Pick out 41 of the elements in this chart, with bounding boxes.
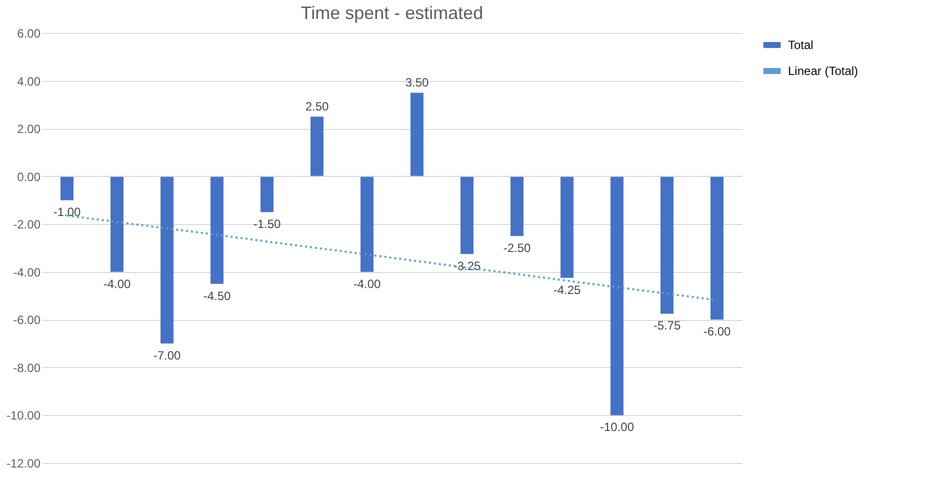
data-label: -4.00 bbox=[103, 276, 131, 291]
data-label: -4.00 bbox=[353, 276, 381, 291]
y-tick-label: 4.00 bbox=[17, 74, 41, 88]
y-tick-label: 0.00 bbox=[17, 170, 41, 184]
bar bbox=[360, 176, 374, 272]
bar bbox=[310, 116, 324, 176]
data-label: -1.00 bbox=[53, 205, 81, 220]
bar bbox=[510, 176, 524, 236]
data-label: -10.00 bbox=[600, 420, 634, 434]
bar bbox=[410, 92, 424, 176]
data-label: -5.75 bbox=[653, 318, 681, 333]
bar bbox=[460, 176, 474, 254]
bar bbox=[610, 176, 624, 416]
chart-title: Time spent - estimated bbox=[300, 3, 484, 23]
y-tick-label: -10.00 bbox=[6, 408, 41, 423]
y-tick-label: -6.00 bbox=[13, 313, 41, 328]
y-tick-label: -12.00 bbox=[6, 456, 41, 470]
bar bbox=[710, 176, 724, 320]
bar bbox=[660, 176, 674, 314]
y-tick-label: -4.00 bbox=[13, 265, 41, 280]
y-tick-label: -2.00 bbox=[13, 218, 41, 232]
legend-label: Total bbox=[788, 38, 814, 52]
bar bbox=[560, 176, 574, 278]
bar bbox=[60, 176, 74, 200]
bar bbox=[260, 176, 274, 212]
data-label: -1.50 bbox=[253, 217, 281, 232]
data-label: 2.50 bbox=[305, 100, 329, 114]
data-label: -4.50 bbox=[203, 288, 231, 303]
line-series bbox=[66, 214, 718, 302]
bar bbox=[210, 176, 224, 284]
legend-label: Linear (Total) bbox=[788, 64, 858, 78]
data-label: -7.00 bbox=[153, 348, 181, 363]
data-label: 3.50 bbox=[405, 76, 429, 90]
bar bbox=[110, 176, 124, 272]
data-label: -6.00 bbox=[703, 324, 731, 339]
y-tick-label: 2.00 bbox=[17, 122, 41, 136]
data-label: -2.50 bbox=[503, 241, 531, 256]
data-label: -4.25 bbox=[553, 282, 581, 297]
y-tick-label: -8.00 bbox=[13, 360, 41, 375]
y-tick-label: 6.00 bbox=[17, 26, 41, 40]
bar bbox=[160, 176, 174, 344]
